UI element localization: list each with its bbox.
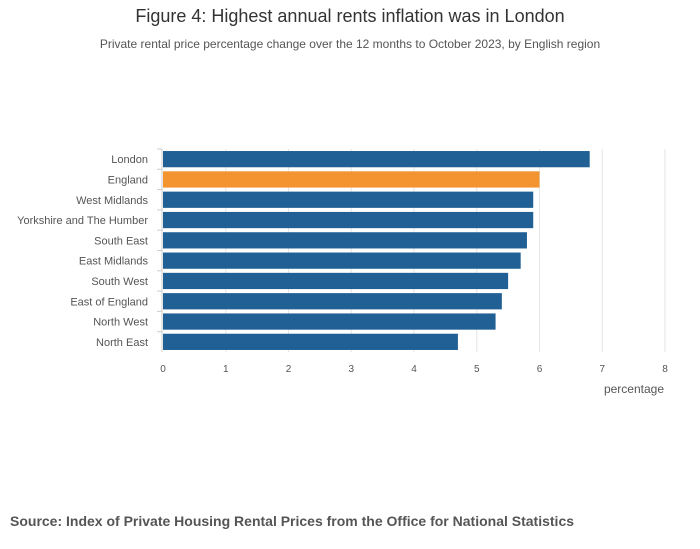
- category-label: South East: [94, 235, 148, 247]
- bar-south-east: [163, 232, 527, 249]
- bar-south-west: [163, 272, 509, 290]
- chart-title: Figure 4: Highest annual rents inflation…: [135, 6, 565, 26]
- category-label: Yorkshire and The Humber: [17, 215, 148, 227]
- category-label: South West: [91, 276, 148, 288]
- bar-yorkshire-and-the-humber: [163, 211, 534, 229]
- x-tick-label: 2: [286, 364, 292, 375]
- bars: [163, 151, 590, 350]
- bar-london: [163, 151, 590, 168]
- category-label: East Midlands: [79, 256, 149, 268]
- bar-east-of-england: [163, 293, 502, 310]
- bar-east-midlands: [163, 252, 521, 269]
- x-tick-label: 8: [662, 364, 668, 375]
- bar-north-west: [163, 313, 496, 330]
- x-tick-label: 5: [474, 364, 480, 375]
- bar-north-east: [163, 333, 458, 350]
- x-tick-label: 3: [348, 364, 354, 375]
- chart-subtitle: Private rental price percentage change o…: [99, 37, 601, 51]
- category-label: North West: [93, 317, 148, 329]
- x-tick-labels: 0 1 2 3 4 5 6 7 8: [160, 364, 668, 375]
- category-label: West Midlands: [76, 195, 148, 207]
- x-axis-label: percentage: [604, 382, 664, 396]
- source-note: Source: Index of Private Housing Rental …: [10, 513, 575, 529]
- category-label: East of England: [70, 296, 148, 308]
- category-label: London: [111, 154, 148, 166]
- x-tick-label: 4: [411, 364, 417, 375]
- x-tick-label: 1: [223, 364, 229, 375]
- x-tick-label: 6: [537, 364, 543, 375]
- category-label: North East: [96, 337, 148, 349]
- bar-england: [163, 171, 540, 188]
- x-tick-label: 0: [160, 364, 166, 375]
- category-labels: London England West Midlands Yorkshire and …: [17, 154, 148, 349]
- category-label: England: [108, 174, 148, 186]
- bar-west-midlands: [163, 191, 534, 208]
- x-tick-label: 7: [599, 364, 605, 375]
